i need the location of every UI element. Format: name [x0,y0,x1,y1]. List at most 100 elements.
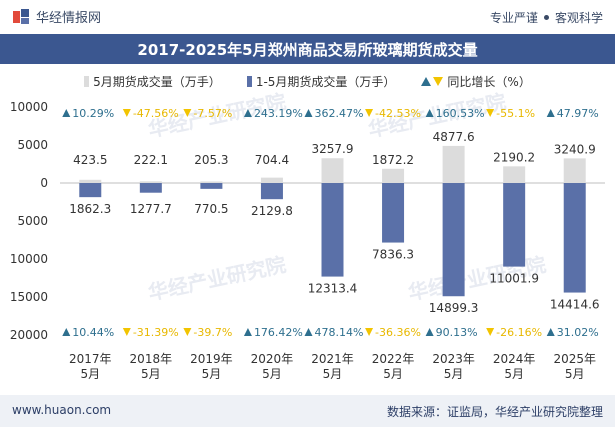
yoy-cumulative-down-arrow-icon [365,328,374,336]
yoy-monthly-up-arrow-icon [425,109,434,117]
yoy-cumulative-label: -26.16% [496,326,542,339]
data-label-cumulative: 770.5 [194,202,228,216]
yoy-monthly-up-arrow-icon [546,109,555,117]
legend-label-cumulative: 1-5月期货成交量（万手） [255,74,396,89]
yoy-monthly-label: -7.57% [193,107,232,120]
yoy-cumulative-label: -39.7% [193,326,232,339]
yoy-monthly-label: -47.56% [133,107,179,120]
yoy-cumulative-up-arrow-icon [62,328,71,336]
bar-cumulative [260,183,283,200]
data-label-cumulative: 2129.8 [251,204,293,218]
yoy-cumulative-down-arrow-icon [486,328,495,336]
bar-monthly [563,158,586,183]
x-tick-label: 5月 [383,367,403,381]
bar-cumulative [200,183,223,189]
x-tick-label: 5月 [565,367,585,381]
yoy-monthly-up-arrow-icon [62,109,71,117]
data-label-cumulative: 14899.3 [429,301,479,315]
data-label-cumulative: 11001.9 [489,272,539,286]
bar-cumulative [139,183,162,193]
slogan: 专业严谨 客观科学 [490,9,603,26]
yoy-monthly-down-arrow-icon [122,109,131,117]
data-label-monthly: 3257.9 [312,142,354,156]
y-tick-label: 10000 [10,100,48,114]
data-label-monthly: 2190.2 [493,150,535,164]
yoy-cumulative-up-arrow-icon [546,328,555,336]
y-tick-label: 5000 [17,214,48,228]
x-tick-label: 2023年 [432,352,475,366]
x-tick-label: 5月 [202,367,222,381]
x-tick-label: 2025年 [553,352,596,366]
yoy-cumulative-down-arrow-icon [122,328,131,336]
legend-label-monthly: 5月期货成交量（万手） [93,74,221,89]
bar-monthly [139,181,162,183]
yoy-cumulative-label: -31.39% [133,326,179,339]
bar-monthly [321,158,344,183]
yoy-monthly-label: 243.19% [254,107,303,120]
bar-cumulative [563,183,586,293]
x-tick-label: 2024年 [493,352,536,366]
x-tick-label: 2021年 [311,352,354,366]
bar-cumulative [442,183,465,297]
chart-title: 2017-2025年5月郑州商品交易所玻璃期货成交量 [137,41,478,59]
yoy-monthly-label: 47.97% [557,107,599,120]
x-tick-label: 5月 [504,367,524,381]
data-label-monthly: 423.5 [73,153,107,167]
data-label-cumulative: 7836.3 [372,248,414,262]
x-tick-label: 2022年 [372,352,415,366]
yoy-cumulative-up-arrow-icon [304,328,313,336]
yoy-cumulative-up-arrow-icon [425,328,434,336]
yoy-cumulative-label: 31.02% [557,326,599,339]
bar-monthly [79,179,102,183]
yoy-cumulative-up-arrow-icon [243,328,252,336]
bar-cumulative [321,183,344,277]
slogan-right: 客观科学 [554,11,603,25]
data-label-cumulative: 12313.4 [308,282,358,296]
brand: 华经情报网 [12,7,101,26]
x-tick-label: 5月 [141,367,161,381]
data-label-cumulative: 1862.3 [69,202,111,216]
x-tick-label: 5月 [80,367,100,381]
legend-swatch-monthly [84,75,90,87]
yoy-monthly-label: 160.53% [436,107,485,120]
x-tick-label: 2018年 [130,352,173,366]
footer-source: 数据来源：证监局，华经产业研究院整理 [386,405,603,419]
bar-monthly [382,168,405,183]
bar-cumulative [79,183,102,198]
legend: 5月期货成交量（万手） 1-5月期货成交量（万手） 同比增长（%） [0,71,615,91]
yoy-monthly-down-arrow-icon [486,109,495,117]
yoy-cumulative-label: 90.13% [436,326,478,339]
brand-logo-icon [13,8,29,24]
yoy-cumulative-label: 10.44% [72,326,114,339]
bar-monthly [260,177,283,183]
bar-monthly [200,181,223,183]
yoy-cumulative-label: 478.14% [315,326,364,339]
bar-cumulative [382,183,405,243]
y-tick-label: 10000 [10,252,48,266]
top-bar: 华经情报网 专业严谨 客观科学 [0,0,615,34]
y-tick-label: 5000 [17,138,48,152]
data-label-cumulative: 14414.6 [550,298,600,312]
data-label-cumulative: 1277.7 [130,202,172,216]
legend-item-yoy: 同比增长（%） [421,71,531,91]
x-tick-label: 2017年 [69,352,112,366]
yoy-monthly-label: -55.1% [496,107,535,120]
yoy-monthly-down-arrow-icon [183,109,192,117]
x-tick-label: 5月 [262,367,282,381]
yoy-cumulative-label: -36.36% [375,326,421,339]
yoy-monthly-label: -42.53% [375,107,421,120]
yoy-monthly-down-arrow-icon [365,109,374,117]
x-tick-label: 5月 [323,367,343,381]
yoy-monthly-label: 362.47% [315,107,364,120]
data-label-monthly: 704.4 [255,153,289,167]
legend-swatch-cumulative [246,75,252,87]
y-tick-label: 0 [40,176,48,190]
yoy-cumulative-label: 176.42% [254,326,303,339]
x-tick-label: 2020年 [251,352,294,366]
bar-monthly [442,145,465,183]
data-label-monthly: 205.3 [194,153,228,167]
legend-item-monthly: 5月期货成交量（万手） [84,71,221,91]
data-label-monthly: 3240.9 [554,142,596,156]
data-label-monthly: 4877.6 [433,130,475,144]
data-label-monthly: 1872.2 [372,153,414,167]
